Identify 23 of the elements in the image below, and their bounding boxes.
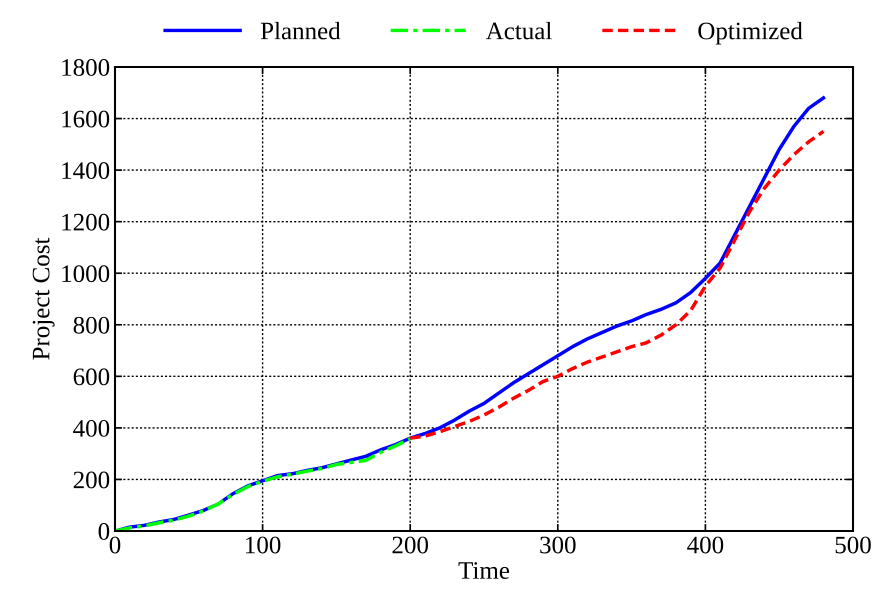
line-series (408, 130, 826, 440)
x-tick-label: 300 (540, 536, 576, 554)
x-tick-label: 0 (110, 536, 120, 554)
y-tick-label: 600 (74, 368, 110, 386)
y-tick-label: 1400 (62, 162, 110, 180)
y-tick-label: 400 (73, 420, 110, 437)
x-tick-label: 400 (687, 536, 724, 554)
y-tick-label: 800 (74, 316, 110, 334)
line-series (115, 436, 412, 531)
x-tick-label: 500 (836, 536, 871, 554)
legend-label: Actual (486, 22, 552, 40)
x-tick-label: 100 (246, 536, 280, 554)
y-tick-label: 200 (74, 471, 110, 488)
x-tick-label: 200 (392, 536, 428, 554)
y-tick-label: 0 (98, 523, 110, 540)
y-tick-label: 1600 (62, 110, 110, 128)
y-tick-label: 1800 (62, 59, 110, 76)
y-axis-title: Project Cost (32, 238, 55, 360)
y-tick-label: 1000 (62, 265, 110, 282)
legend-label: Planned (260, 22, 340, 40)
legend-label: Optimized (698, 22, 803, 44)
y-tick-label: 1200 (62, 214, 110, 231)
x-axis-title: Time (458, 562, 510, 579)
